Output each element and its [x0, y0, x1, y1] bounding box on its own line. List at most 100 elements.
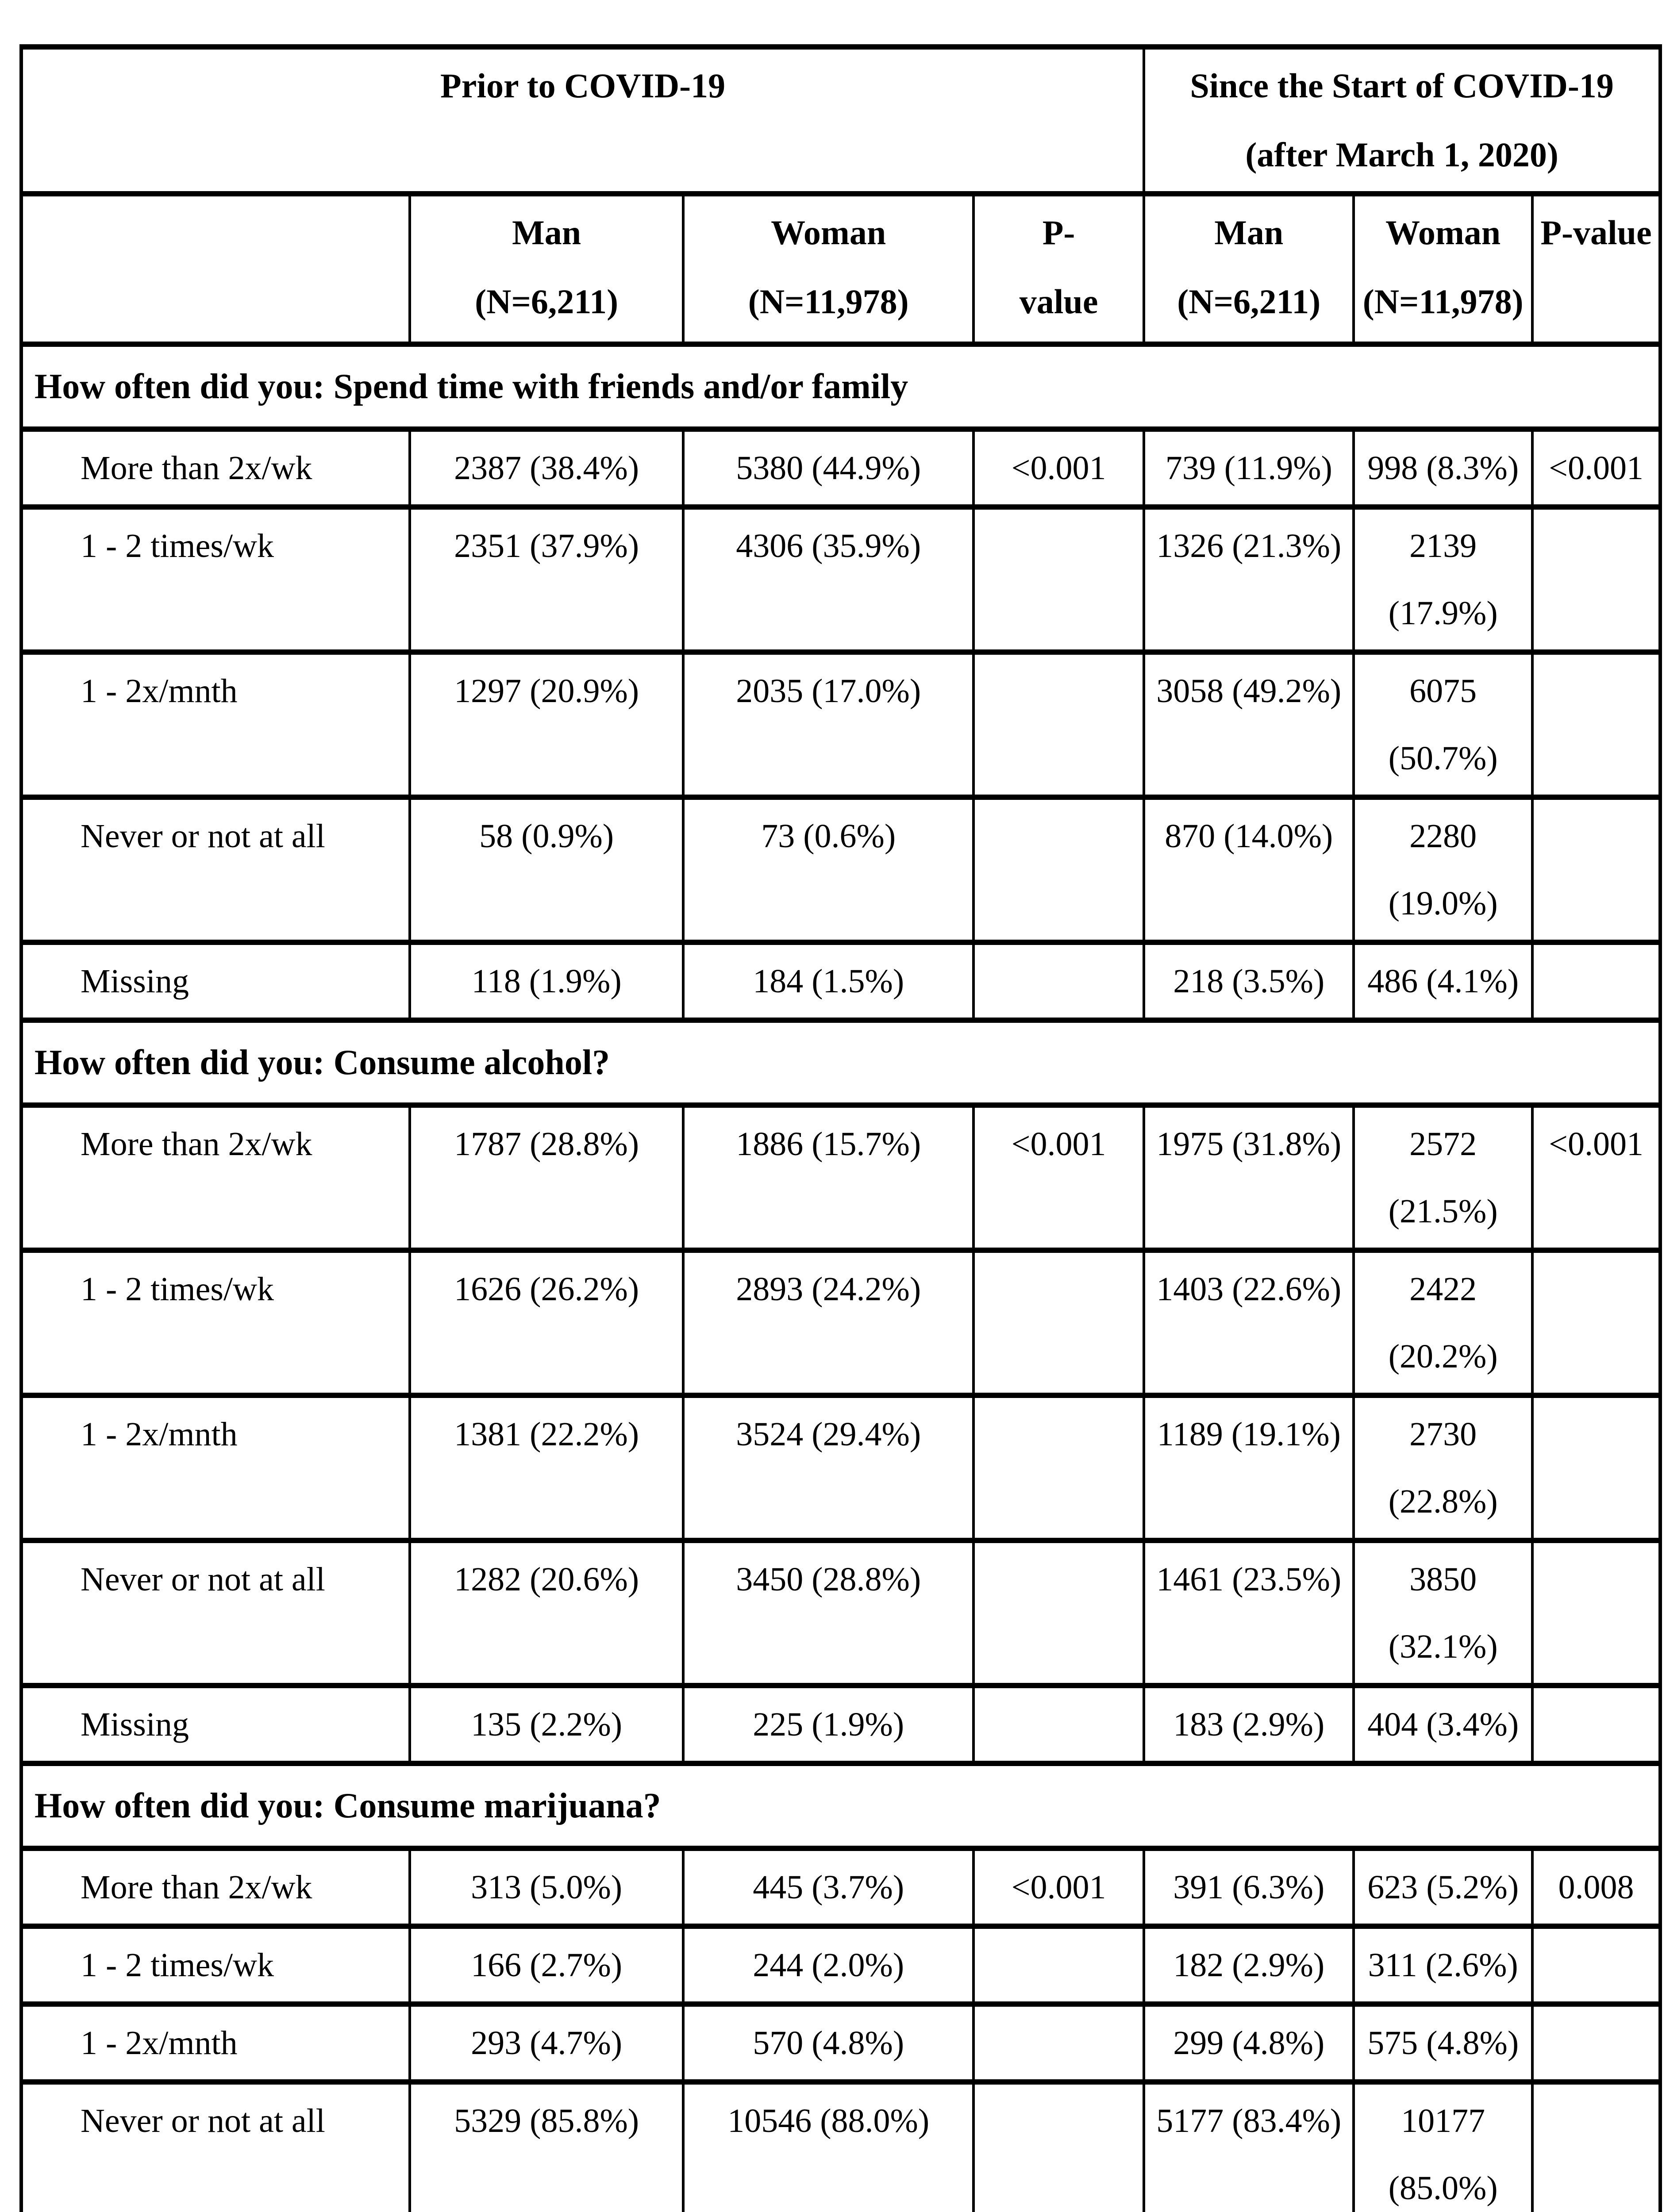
prior-woman-cell: 5380 (44.9%)	[682, 426, 975, 510]
table-row: 1 - 2x/mnth 1381 (22.2%) 3524 (29.4%) 1189 …	[20, 1393, 1662, 1543]
since-pvalue-cell	[1531, 2001, 1662, 2085]
prior-man-cell: 58 (0.9%)	[408, 795, 685, 945]
prior-pvalue-cell	[972, 1683, 1146, 1766]
header-since-woman-n: (N=11,978)	[1362, 282, 1524, 321]
table-row: 1 - 2 times/wk 2351 (37.9%) 4306 (35.9%) 13…	[20, 504, 1662, 655]
prior-woman-cell: 184 (1.5%)	[682, 940, 975, 1023]
table-row: 1 - 2 times/wk 1626 (26.2%) 2893 (24.2%) 14…	[20, 1248, 1662, 1398]
since-woman-cell: 2572 (21.5%)	[1352, 1102, 1534, 1253]
prior-woman-cell: 4306 (35.9%)	[682, 504, 975, 655]
row-label-cell: 1 - 2 times/wk	[20, 1248, 411, 1398]
since-pvalue-cell	[1531, 1248, 1662, 1398]
since-man-cell: 870 (14.0%)	[1143, 795, 1355, 945]
since-woman-cell: 404 (3.4%)	[1352, 1683, 1534, 1766]
header-rowlabel-blank	[20, 191, 411, 347]
prior-pvalue-cell	[972, 2001, 1146, 2085]
since-man-cell: 1975 (31.8%)	[1143, 1102, 1355, 1253]
prior-woman-cell: 3450 (28.8%)	[682, 1538, 975, 1688]
section-title: How often did you: Spend time with frien…	[20, 342, 1662, 432]
header-since-covid: Since the Start of COVID-19 (after March…	[1143, 44, 1662, 196]
prior-man-cell: 135 (2.2%)	[408, 1683, 685, 1766]
table-row: 1 - 2x/mnth 1297 (20.9%) 2035 (17.0%) 3058 …	[20, 649, 1662, 800]
prior-pvalue-cell	[972, 1393, 1146, 1543]
section-title-row: How often did you: Consume alcohol?	[20, 1018, 1662, 1108]
prior-pvalue-cell	[972, 504, 1146, 655]
row-label-cell: Never or not at all	[20, 795, 411, 945]
since-pvalue-cell	[1531, 795, 1662, 945]
row-label-cell: 1 - 2 times/wk	[20, 504, 411, 655]
row-label-cell: More than 2x/wk	[20, 426, 411, 510]
since-pvalue-cell	[1531, 1393, 1662, 1543]
since-man-cell: 299 (4.8%)	[1143, 2001, 1355, 2085]
prior-woman-cell: 3524 (29.4%)	[682, 1393, 975, 1543]
header-prior-covid: Prior to COVID-19	[19, 44, 1146, 196]
since-woman-cell: 2280 (19.0%)	[1352, 795, 1534, 945]
prior-pvalue-cell	[972, 1538, 1146, 1688]
header-prior-covid-label: Prior to COVID-19	[440, 66, 726, 105]
table-row: 1 - 2x/mnth 293 (4.7%) 570 (4.8%) 299 (4.8%…	[20, 2001, 1662, 2085]
prior-man-cell: 1626 (26.2%)	[408, 1248, 685, 1398]
prior-pvalue-cell	[972, 940, 1146, 1023]
since-woman-cell: 3850 (32.1%)	[1352, 1538, 1534, 1688]
since-woman-cell: 10177 (85.0%)	[1352, 2079, 1534, 2212]
row-label-cell: 1 - 2 times/wk	[20, 1924, 411, 2007]
header-prior-man-label: Man	[512, 213, 581, 252]
row-label-cell: 1 - 2x/mnth	[20, 1393, 411, 1543]
prior-pvalue-cell	[972, 2079, 1146, 2212]
header-prior-woman-n: (N=11,978)	[748, 282, 909, 321]
header-prior-pvalue-line2: value	[1019, 282, 1098, 321]
since-pvalue-cell: <0.001	[1531, 1102, 1662, 1253]
since-pvalue-cell	[1531, 504, 1662, 655]
header-since-man: Man (N=6,211)	[1143, 191, 1355, 347]
prior-man-cell: 118 (1.9%)	[408, 940, 685, 1023]
since-man-cell: 5177 (83.4%)	[1143, 2079, 1355, 2212]
table-row: Missing 118 (1.9%) 184 (1.5%) 218 (3.5%) 486…	[20, 940, 1662, 1023]
table-row: Never or not at all 5329 (85.8%) 10546 (88…	[20, 2079, 1662, 2212]
header-prior-woman: Woman (N=11,978)	[682, 191, 975, 347]
header-since-man-n: (N=6,211)	[1177, 282, 1321, 321]
row-label-cell: Never or not at all	[20, 2079, 411, 2212]
since-pvalue-cell	[1531, 2079, 1662, 2212]
since-pvalue-cell: 0.008	[1531, 1846, 1662, 1929]
since-woman-cell: 623 (5.2%)	[1352, 1846, 1534, 1929]
since-woman-cell: 2139 (17.9%)	[1352, 504, 1534, 655]
since-pvalue-cell: <0.001	[1531, 426, 1662, 510]
row-label-cell: Missing	[20, 1683, 411, 1766]
header-period-row: Prior to COVID-19 Since the Start of COV…	[19, 44, 1662, 196]
header-since-woman: Woman (N=11,978)	[1352, 191, 1534, 347]
section-title: How often did you: Consume marijuana?	[20, 1761, 1662, 1851]
prior-man-cell: 2351 (37.9%)	[408, 504, 685, 655]
header-since-covid-line1: Since the Start of COVID-19	[1190, 66, 1614, 105]
header-since-man-label: Man	[1214, 213, 1284, 252]
since-pvalue-cell	[1531, 1924, 1662, 2007]
section-title-row: How often did you: Spend time with frien…	[20, 342, 1662, 432]
prior-woman-cell: 225 (1.9%)	[682, 1683, 975, 1766]
row-label-cell: More than 2x/wk	[20, 1102, 411, 1253]
section-title-row: How often did you: Consume marijuana?	[20, 1761, 1662, 1851]
prior-woman-cell: 2035 (17.0%)	[682, 649, 975, 800]
since-woman-cell: 2730 (22.8%)	[1352, 1393, 1534, 1543]
since-pvalue-cell	[1531, 1538, 1662, 1688]
prior-pvalue-cell	[972, 1924, 1146, 2007]
since-woman-cell: 575 (4.8%)	[1352, 2001, 1534, 2085]
table-row: Missing 135 (2.2%) 225 (1.9%) 183 (2.9%) 404…	[20, 1683, 1662, 1766]
since-man-cell: 1189 (19.1%)	[1143, 1393, 1355, 1543]
table-row: Never or not at all 1282 (20.6%) 3450 (28.…	[20, 1538, 1662, 1688]
since-woman-cell: 2422 (20.2%)	[1352, 1248, 1534, 1398]
header-prior-pvalue: P- value	[972, 191, 1146, 347]
prior-man-cell: 5329 (85.8%)	[408, 2079, 685, 2212]
header-since-pvalue: P-value	[1531, 191, 1662, 347]
prior-pvalue-cell: <0.001	[972, 426, 1146, 510]
since-pvalue-cell	[1531, 649, 1662, 800]
since-woman-cell: 998 (8.3%)	[1352, 426, 1534, 510]
prior-woman-cell: 1886 (15.7%)	[682, 1102, 975, 1253]
prior-pvalue-cell	[972, 795, 1146, 945]
since-man-cell: 1461 (23.5%)	[1143, 1538, 1355, 1688]
row-label-cell: 1 - 2x/mnth	[20, 2001, 411, 2085]
prior-man-cell: 1282 (20.6%)	[408, 1538, 685, 1688]
since-man-cell: 739 (11.9%)	[1143, 426, 1355, 510]
since-man-cell: 3058 (49.2%)	[1143, 649, 1355, 800]
table-row: More than 2x/wk 1787 (28.8%) 1886 (15.7%) <…	[20, 1102, 1662, 1253]
prior-pvalue-cell: <0.001	[972, 1846, 1146, 1929]
since-woman-cell: 486 (4.1%)	[1352, 940, 1534, 1023]
